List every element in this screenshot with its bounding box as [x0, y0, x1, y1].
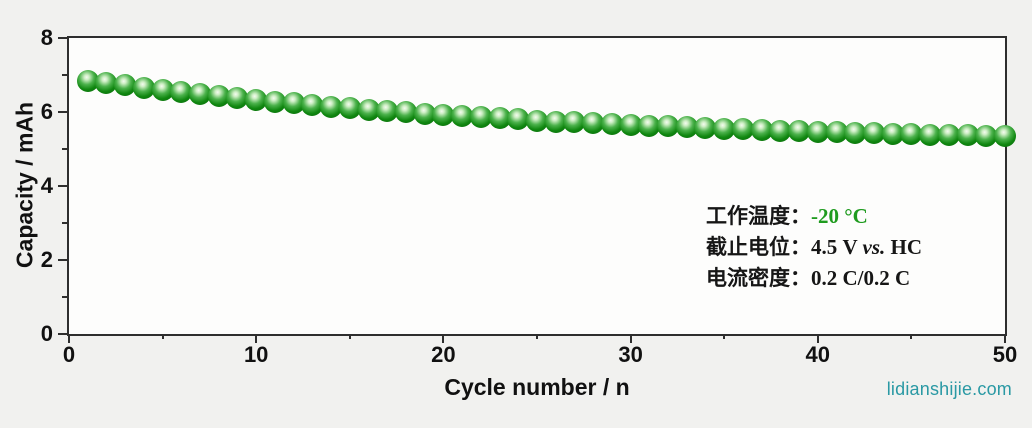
data-point: [488, 107, 511, 130]
data-point: [226, 87, 249, 110]
y-tick: [62, 222, 67, 224]
annotation-value-cutoff: 4.5 V: [811, 235, 863, 259]
data-point: [263, 91, 286, 113]
y-tick-label: 4: [40, 173, 53, 198]
annotation-value-cutoff-suffix: HC: [885, 235, 923, 259]
data-point: [638, 114, 661, 137]
annotation-line-current-density: 电流密度：0.2 C/0.2 C: [706, 263, 922, 294]
x-tick-label: 0: [62, 342, 76, 367]
data-point: [320, 95, 343, 118]
x-axis-title: Cycle number / n: [444, 374, 630, 400]
x-tick-label: 40: [805, 342, 831, 367]
data-point: [713, 117, 736, 140]
data-point: [282, 92, 305, 115]
y-tick: [62, 148, 67, 150]
data-point: [600, 113, 623, 136]
data-point: [95, 72, 118, 95]
y-tick: [58, 259, 67, 261]
data-point: [151, 79, 174, 102]
data-point: [526, 109, 548, 132]
data-point: [413, 102, 436, 125]
data-point: [338, 97, 361, 120]
data-point: [975, 124, 998, 147]
data-point: [657, 115, 680, 138]
x-tick-label: 20: [431, 342, 456, 367]
annotation-box: 工作温度：-20 °C 截止电位：4.5 V vs. HC 电流密度：0.2 C…: [706, 201, 922, 294]
data-point: [956, 124, 979, 147]
annotation-line-cutoff-potential: 截止电位：4.5 V vs. HC: [706, 232, 922, 263]
data-point: [994, 125, 1016, 148]
x-tick-label: 10: [243, 342, 269, 367]
data-point: [731, 118, 754, 141]
x-tick: [68, 334, 70, 343]
x-tick: [629, 334, 632, 343]
y-tick: [62, 296, 67, 298]
data-point: [788, 120, 811, 143]
data-point: [432, 103, 455, 126]
data-point: [207, 85, 230, 108]
y-tick-label: 2: [40, 247, 53, 272]
y-tick: [58, 37, 67, 39]
watermark-text: lidianshijie.com: [886, 379, 1012, 399]
data-point: [844, 121, 867, 144]
annotation-line-temperature: 工作温度：-20 °C: [706, 201, 922, 232]
data-point: [900, 123, 923, 146]
y-tick-label: 8: [40, 25, 53, 50]
x-tick: [161, 334, 164, 339]
data-point: [170, 81, 193, 104]
y-tick: [58, 333, 67, 335]
data-point: [619, 113, 642, 136]
annotation-value-current-density: 0.2 C/0.2 C: [811, 266, 911, 290]
annotation-value-temperature: -20 °C: [811, 204, 868, 228]
data-point: [189, 83, 212, 106]
data-point: [937, 123, 960, 146]
data-point: [862, 122, 885, 145]
data-point: [919, 123, 942, 146]
data-point: [881, 122, 904, 145]
data-point: [132, 76, 155, 99]
x-tick: [1004, 334, 1006, 343]
x-tick: [255, 334, 258, 343]
x-tick: [723, 334, 726, 339]
data-point: [675, 116, 698, 139]
data-point: [451, 105, 474, 128]
data-point: [806, 120, 829, 143]
x-tick: [536, 334, 538, 339]
x-tick-label: 50: [992, 342, 1018, 367]
x-tick: [348, 334, 351, 339]
data-point: [825, 121, 848, 144]
y-tick: [62, 74, 67, 76]
plot-area: 0 10 20 30 40 50 0 2 4 6 8 工作温度：-20 °C 截止电位：4.5 V …: [41, 27, 1017, 366]
data-point: [357, 98, 380, 121]
data-point: [394, 101, 417, 124]
data-point: [376, 100, 399, 123]
annotation-label: 工作温度：: [706, 204, 811, 228]
y-tick-label: 6: [40, 99, 53, 124]
data-point: [582, 112, 605, 135]
x-tick: [910, 334, 913, 339]
data-point: [563, 111, 586, 134]
data-point: [469, 106, 492, 129]
x-tick-label: 30: [618, 342, 643, 367]
data-point: [245, 89, 268, 112]
data-point: [750, 119, 773, 142]
annotation-label: 电流密度：: [706, 266, 811, 290]
annotation-vs-italic: vs.: [862, 235, 886, 259]
x-tick: [816, 334, 819, 343]
data-point: [301, 94, 324, 117]
data-point: [769, 119, 792, 142]
data-point: [694, 116, 717, 139]
annotation-label: 截止电位：: [706, 235, 811, 259]
data-point: [544, 110, 567, 133]
x-tick: [442, 334, 445, 343]
y-tick: [58, 185, 67, 187]
data-point: [76, 69, 99, 92]
y-tick-label: 0: [40, 321, 53, 346]
data-point: [507, 108, 530, 131]
y-tick: [58, 111, 67, 113]
data-point: [114, 74, 137, 97]
